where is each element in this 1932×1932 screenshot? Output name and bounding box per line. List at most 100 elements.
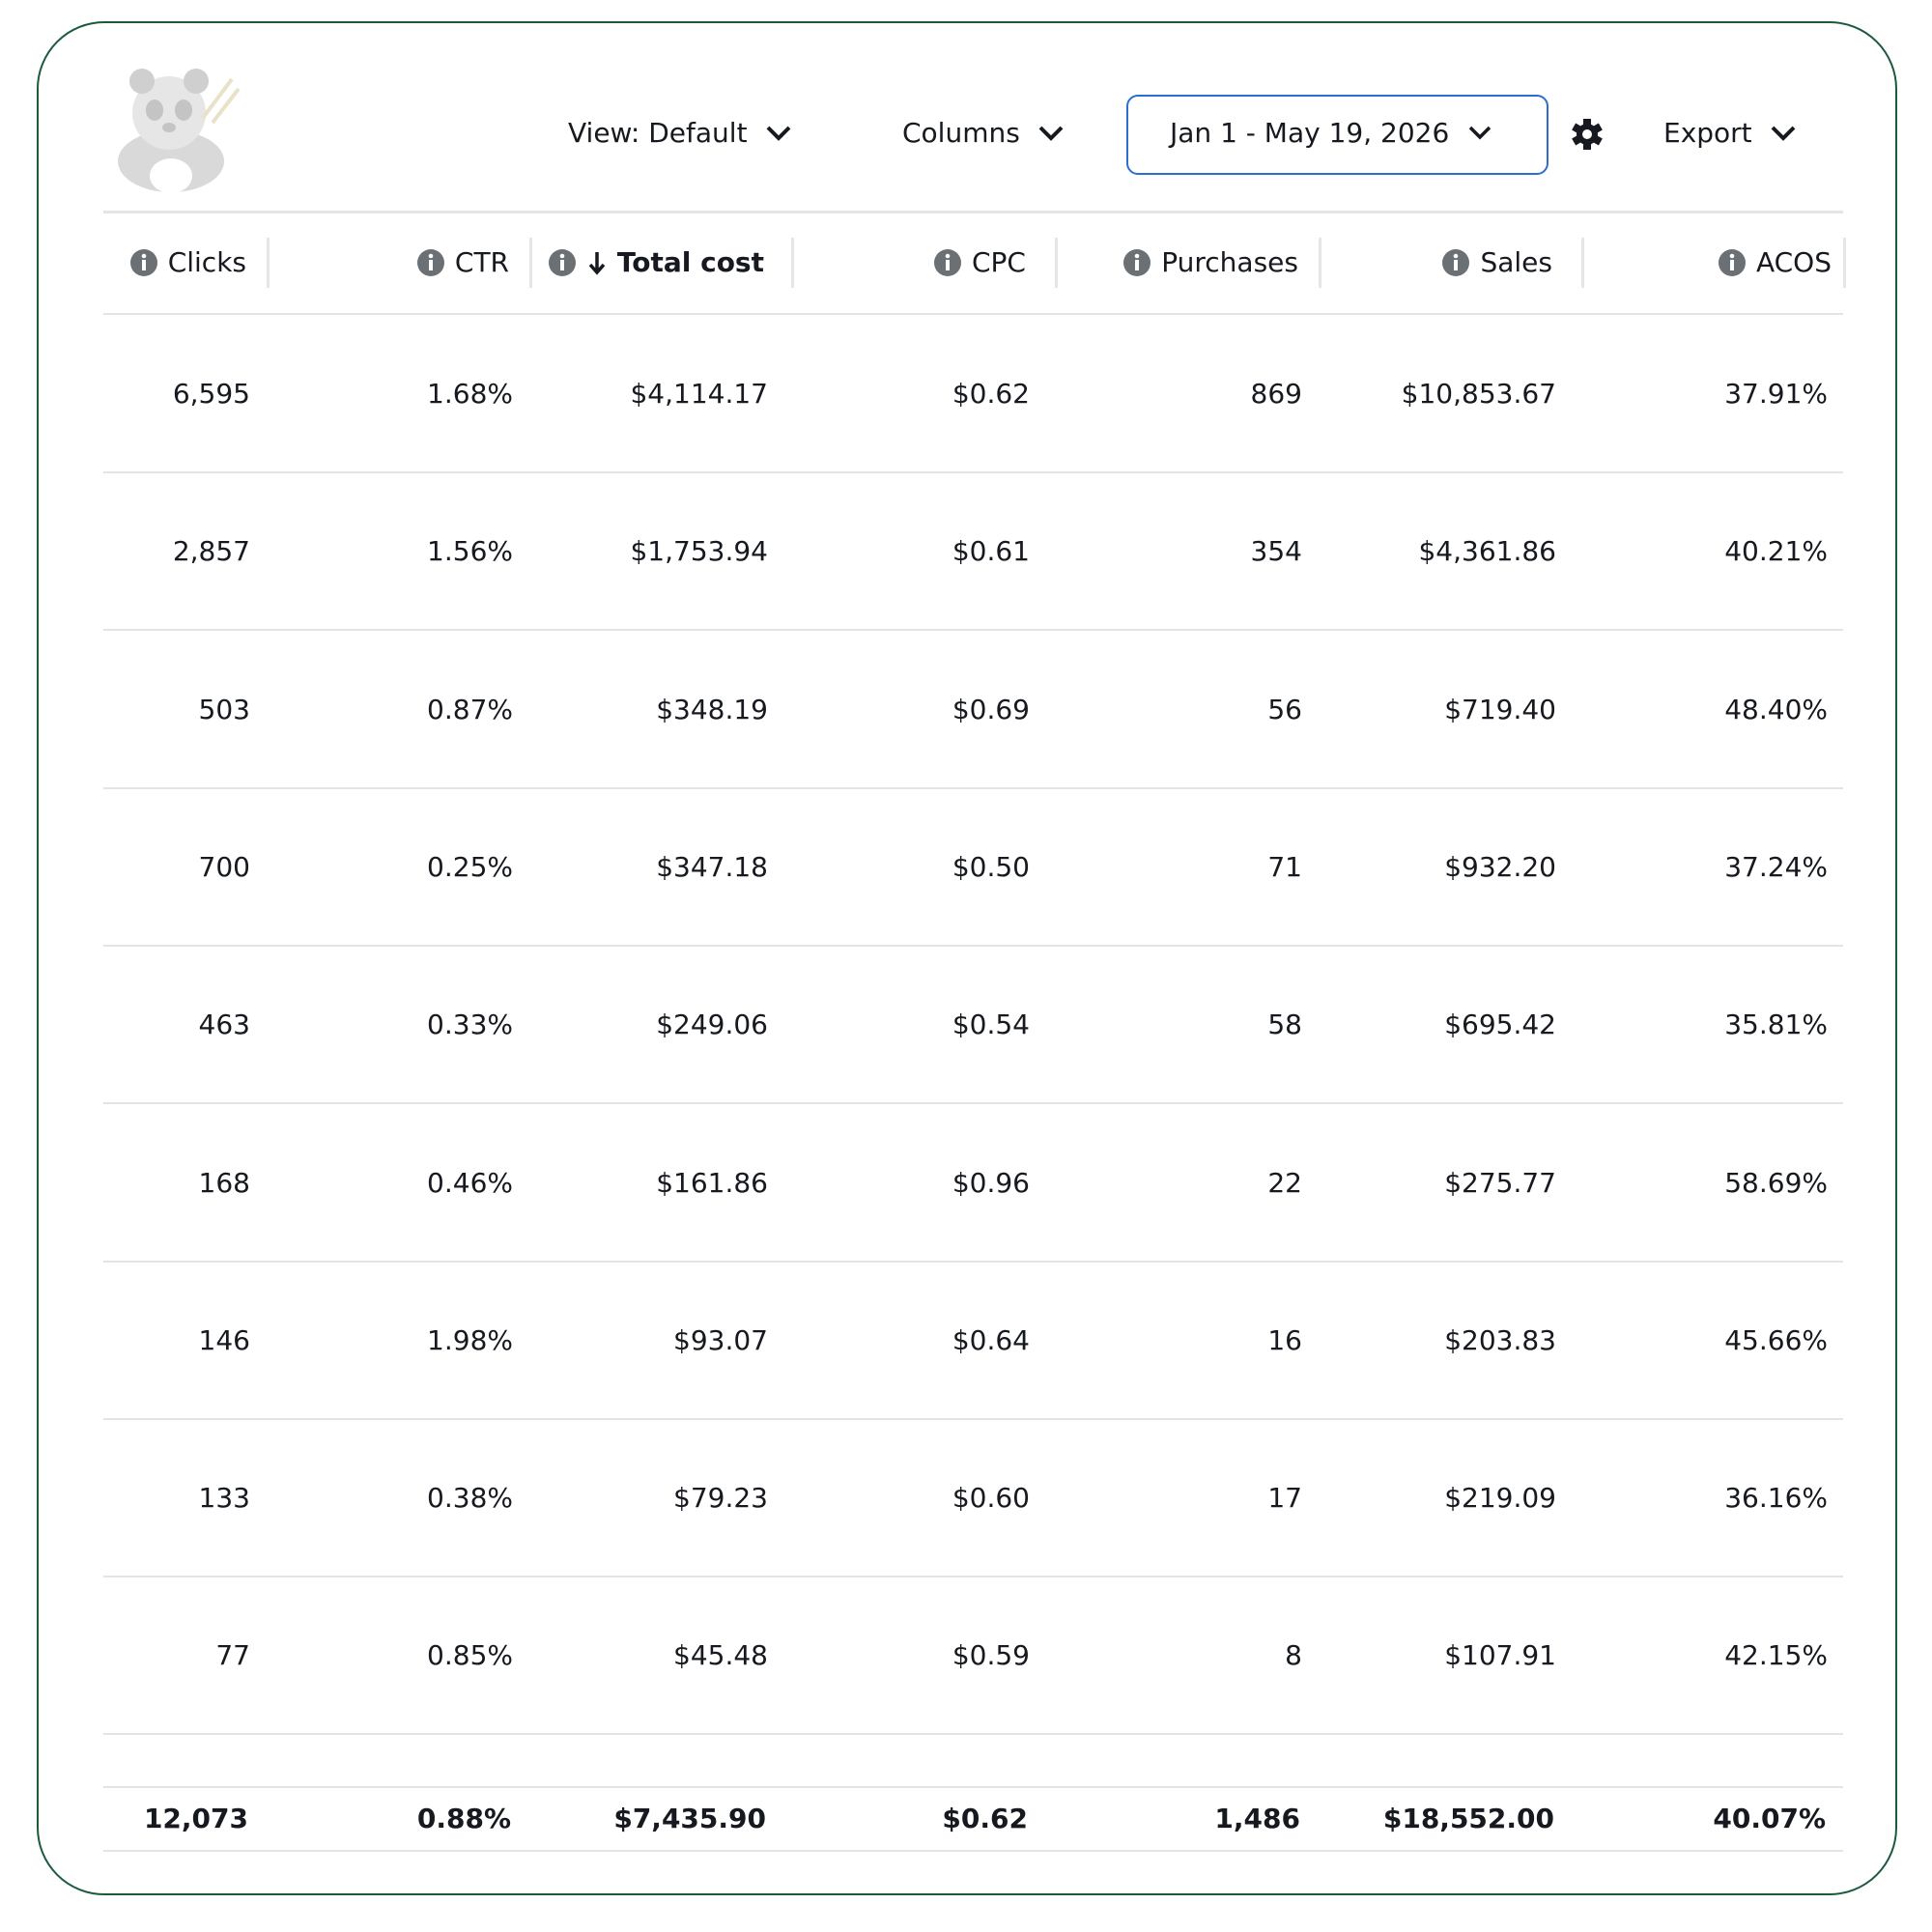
- row-divider: [103, 471, 1843, 473]
- row-divider: [103, 1576, 1843, 1578]
- date-range-label: Jan 1 - May 19, 2026: [1170, 117, 1450, 149]
- cell: 0.46%: [427, 1166, 513, 1199]
- chevron: [766, 126, 790, 141]
- logo: [118, 69, 241, 193]
- cell: $161.86: [656, 1166, 768, 1199]
- chevron: [1038, 126, 1064, 141]
- cell: $0.96: [952, 1166, 1030, 1199]
- settings-icon[interactable]: [1571, 118, 1604, 151]
- cell: $107.91: [1444, 1639, 1556, 1672]
- cell: 869: [1250, 378, 1302, 410]
- column-separator: [1581, 238, 1584, 288]
- cell: 45.66%: [1724, 1323, 1828, 1356]
- column-separator: [1319, 238, 1321, 288]
- cell: 168: [198, 1166, 250, 1199]
- total-cell: $7,435.90: [613, 1803, 766, 1834]
- cell: $695.42: [1444, 1009, 1556, 1041]
- cell: 22: [1267, 1166, 1302, 1199]
- cell: $45.48: [673, 1639, 768, 1672]
- cell: $219.09: [1444, 1482, 1556, 1515]
- column-header[interactable]: ACOS: [1718, 243, 1832, 282]
- cell: $347.18: [656, 850, 768, 883]
- column-header[interactable]: CPC: [933, 243, 1026, 282]
- column-header[interactable]: CTR: [416, 243, 509, 282]
- date-range-button[interactable]: [1126, 95, 1548, 175]
- row-divider: [103, 1260, 1843, 1263]
- info-icon: [1718, 249, 1746, 276]
- column-separator: [267, 238, 270, 288]
- divider: [103, 1786, 1843, 1788]
- cell: 42.15%: [1724, 1639, 1828, 1672]
- cell: 0.33%: [427, 1009, 513, 1041]
- cell: 354: [1250, 535, 1302, 568]
- row-divider: [103, 1417, 1843, 1420]
- cell: 36.16%: [1724, 1482, 1828, 1515]
- sort-arrow: [588, 252, 606, 275]
- cell: 0.25%: [427, 850, 513, 883]
- info-icon: [548, 249, 576, 276]
- card: [37, 21, 1897, 1895]
- cell: $1,753.94: [630, 535, 768, 568]
- info-icon: [416, 249, 444, 276]
- total-cell: 1,486: [1214, 1803, 1300, 1834]
- columns-label: Columns: [902, 117, 1020, 149]
- column-header[interactable]: Clicks: [129, 243, 246, 282]
- total-cell: $0.62: [942, 1803, 1028, 1834]
- column-separator: [529, 238, 532, 288]
- cell: 56: [1267, 693, 1302, 725]
- cell: 133: [198, 1482, 250, 1515]
- cell: 71: [1267, 850, 1302, 883]
- export-label: Export: [1663, 117, 1752, 149]
- column-separator: [791, 238, 794, 288]
- export-button[interactable]: Export: [1663, 114, 1797, 153]
- cell: $0.69: [952, 693, 1030, 725]
- header-label: Sales: [1480, 246, 1552, 278]
- columns-button[interactable]: Columns: [902, 114, 1065, 153]
- column-header[interactable]: Sales: [1441, 243, 1552, 282]
- cell: 1.98%: [427, 1323, 513, 1356]
- cell: 58: [1267, 1009, 1302, 1041]
- divider: [103, 313, 1843, 315]
- divider: [103, 1850, 1843, 1852]
- cell: $932.20: [1444, 850, 1556, 883]
- cell: 503: [198, 693, 250, 725]
- view-button[interactable]: View: Default: [568, 114, 792, 153]
- cell: 35.81%: [1724, 1009, 1828, 1041]
- header-label: Total cost: [616, 246, 764, 278]
- cell: 2,857: [172, 535, 250, 568]
- cell: $0.61: [952, 535, 1030, 568]
- chevron: [1469, 126, 1492, 140]
- cell: $0.60: [952, 1482, 1030, 1515]
- view-label: View: Default: [568, 117, 748, 149]
- info-icon: [1442, 249, 1470, 276]
- cell: $0.50: [952, 850, 1030, 883]
- column-header[interactable]: Total cost: [548, 243, 764, 282]
- divider: [103, 211, 1843, 213]
- row-divider: [103, 1102, 1843, 1105]
- total-cell: 40.07%: [1713, 1803, 1826, 1834]
- cell: $719.40: [1444, 693, 1556, 725]
- row-divider: [103, 629, 1843, 632]
- cell: $348.19: [656, 693, 768, 725]
- info-icon: [1123, 249, 1151, 276]
- header-label: CTR: [454, 246, 509, 278]
- cell: 0.87%: [427, 693, 513, 725]
- header-label: ACOS: [1755, 246, 1832, 278]
- cell: 1.68%: [427, 378, 513, 410]
- cell: $4,114.17: [630, 378, 768, 410]
- cell: 0.38%: [427, 1482, 513, 1515]
- column-header[interactable]: Purchases: [1122, 243, 1298, 282]
- cell: 37.91%: [1724, 378, 1828, 410]
- cell: 48.40%: [1724, 693, 1828, 725]
- row-divider: [103, 944, 1843, 947]
- cell: 17: [1267, 1482, 1302, 1515]
- cell: $79.23: [673, 1482, 768, 1515]
- cell: 40.21%: [1724, 535, 1828, 568]
- cell: $93.07: [673, 1323, 768, 1356]
- cell: 463: [198, 1009, 250, 1041]
- date-range: Jan 1 - May 19, 2026: [1170, 114, 1493, 153]
- cell: 37.24%: [1724, 850, 1828, 883]
- cell: $4,361.86: [1418, 535, 1556, 568]
- column-separator: [1055, 238, 1058, 288]
- total-cell: $18,552.00: [1382, 1803, 1554, 1834]
